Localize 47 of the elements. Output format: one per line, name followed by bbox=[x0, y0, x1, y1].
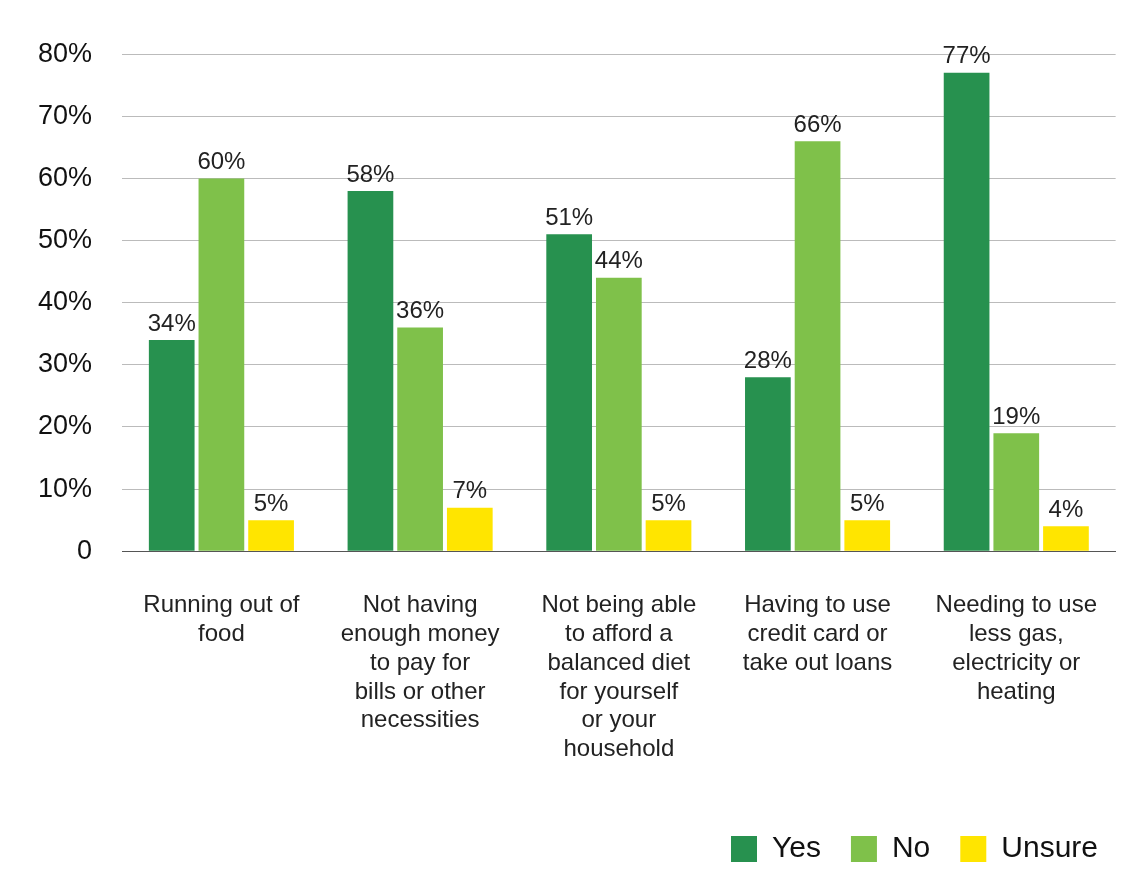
data-label: 4% bbox=[1048, 494, 1084, 522]
y-tick-label: 0 bbox=[77, 534, 93, 565]
x-tick-label: Running out of food bbox=[143, 590, 300, 647]
data-label: 19% bbox=[992, 401, 1041, 429]
bar bbox=[148, 339, 195, 551]
bar bbox=[198, 178, 245, 551]
y-tick-label: 10% bbox=[37, 472, 93, 503]
y-tick-label: 60% bbox=[37, 161, 93, 192]
legend-label: Unsure bbox=[1001, 830, 1099, 864]
data-label: 44% bbox=[594, 246, 643, 274]
y-tick-label: 30% bbox=[37, 348, 93, 379]
x-tick-label: Needing to use less gas, electricity or heating bbox=[935, 590, 1097, 704]
x-tick-label: Not being able to afford a balanced diet for yourself or your household bbox=[541, 590, 697, 762]
data-label: 28% bbox=[743, 345, 792, 373]
x-tick-label: Having to use credit card or take out loans bbox=[742, 590, 893, 675]
data-label: 77% bbox=[942, 41, 991, 69]
y-tick-label: 80% bbox=[37, 37, 93, 68]
bar bbox=[546, 234, 593, 551]
data-label: 36% bbox=[396, 296, 445, 324]
data-label: 58% bbox=[346, 159, 395, 187]
bar bbox=[794, 141, 841, 551]
legend-label: No bbox=[891, 830, 931, 864]
legend-label: Yes bbox=[772, 830, 821, 864]
data-label: 5% bbox=[849, 488, 885, 516]
bar bbox=[595, 277, 642, 551]
bar bbox=[248, 520, 294, 551]
data-label: 34% bbox=[147, 308, 196, 336]
bar bbox=[397, 327, 443, 551]
y-tick-label: 50% bbox=[37, 224, 93, 255]
bar bbox=[993, 433, 1040, 551]
bar bbox=[844, 520, 891, 551]
data-label: 5% bbox=[253, 488, 289, 516]
bar bbox=[645, 520, 692, 551]
data-label: 5% bbox=[651, 488, 686, 516]
data-label: 66% bbox=[793, 109, 842, 137]
y-tick-label: 40% bbox=[37, 286, 93, 317]
bar bbox=[347, 190, 394, 551]
data-label: 51% bbox=[545, 202, 594, 230]
data-label: 7% bbox=[452, 476, 488, 504]
bar bbox=[745, 377, 791, 551]
x-tick-label: Not having enough money to pay for bills or other necessities bbox=[340, 590, 500, 733]
bar bbox=[446, 507, 493, 551]
bar bbox=[943, 72, 990, 551]
y-tick-label: 20% bbox=[37, 410, 93, 441]
bar bbox=[1043, 526, 1089, 551]
data-label: 60% bbox=[197, 147, 246, 175]
y-tick-label: 70% bbox=[37, 99, 93, 130]
